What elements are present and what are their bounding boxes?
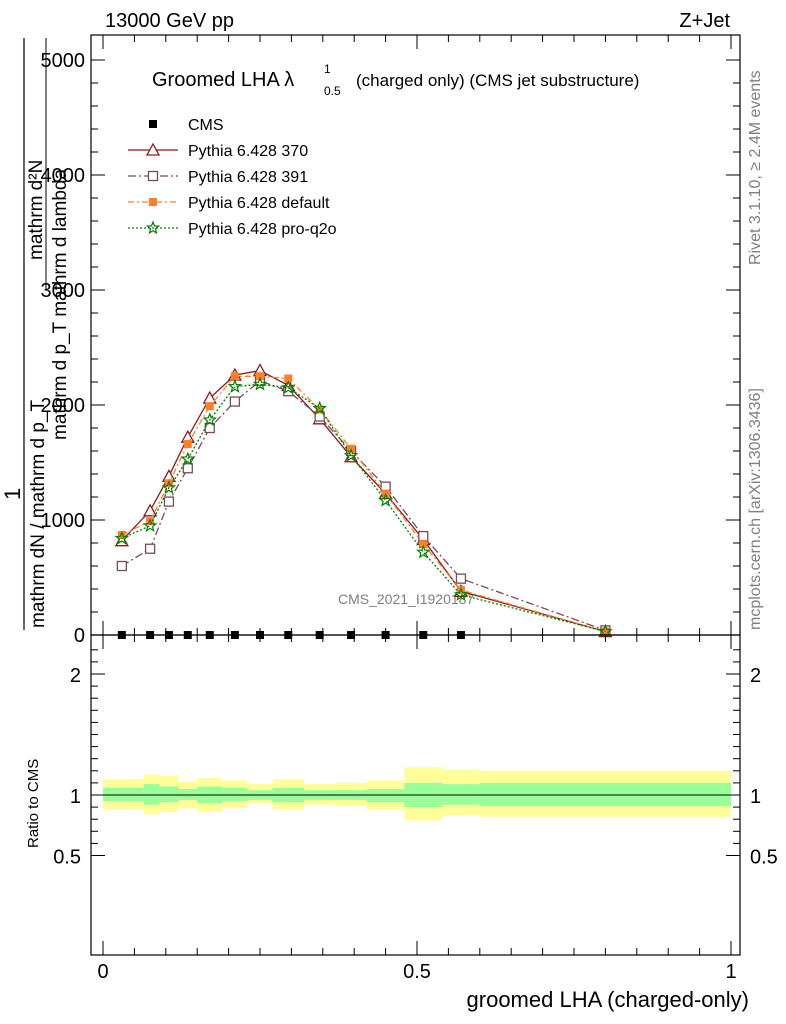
data-point: [312, 400, 327, 415]
data-point: [202, 412, 218, 427]
series-line: [121, 383, 606, 633]
main-axis-ticks: [91, 35, 740, 636]
legend-marker: [147, 170, 159, 182]
data-point: [343, 447, 359, 462]
data-point: [143, 503, 158, 517]
data-point: [256, 372, 264, 381]
ratio-axis-ticks: [91, 635, 740, 955]
main-series-group: [114, 363, 613, 639]
x-tick-label: 1: [725, 961, 736, 983]
mcplots-label: mcplots.cern.ch [arXiv:1306.3436]: [747, 388, 764, 630]
main-y-tick-label: 4000: [41, 165, 86, 187]
data-point: [182, 463, 193, 474]
main-y-tick-label: 1000: [41, 510, 86, 532]
x-tick-labels: 0 0.5 1: [97, 961, 736, 983]
ratio-y-tick-label-right: 1: [750, 786, 761, 808]
ratio-y-tick-label-left: 2: [70, 665, 81, 687]
data-point: [455, 573, 467, 584]
legend-marker: [145, 220, 161, 235]
title-superscript: 1: [324, 62, 331, 76]
data-point: [281, 380, 296, 394]
title-main: Groomed LHA λ: [152, 69, 294, 91]
legend-entry-label: CMS: [188, 117, 224, 134]
data-point: [117, 530, 126, 539]
data-point: [204, 422, 215, 434]
ratio-y-tick-label-right: 0.5: [750, 847, 778, 869]
data-point: [418, 530, 429, 542]
ratio-y-tick-label-left: 1: [70, 786, 81, 808]
main-y-tick-label: 2000: [41, 395, 86, 417]
legend-entry-label: Pythia 6.428 370: [188, 143, 308, 160]
process-label: Z+Jet: [679, 10, 730, 32]
data-point: [230, 372, 239, 381]
ratio-inner-band: [178, 788, 198, 800]
data-point: [378, 492, 393, 507]
main-y-axis-label: 1 mathrm dN / mathrm d p_T mathrm d²N ma…: [0, 38, 71, 630]
ratio-inner-band: [143, 784, 160, 805]
data-point: [419, 540, 428, 549]
data-point: [183, 440, 192, 449]
ratio-inner-band: [366, 788, 405, 803]
data-point: [142, 518, 158, 532]
analysis-watermark: CMS_2021_I1920187: [338, 591, 474, 607]
data-point: [598, 623, 613, 638]
data-point: [416, 544, 431, 559]
legend-marker: [149, 120, 157, 128]
legend-entry-label: Pythia 6.428 default: [188, 195, 330, 212]
ratio-inner-band: [442, 784, 480, 805]
ratio-y-tick-label-left: 0.5: [53, 847, 81, 869]
data-point: [229, 396, 241, 407]
y-label-prefactor-denominator: mathrm dN / mathrm d p_T: [28, 400, 49, 628]
data-point: [114, 530, 130, 545]
data-point: [284, 374, 293, 383]
energy-label: 13000 GeV pp: [105, 10, 234, 32]
ratio-y-tick-label-right: 2: [750, 665, 761, 687]
ratio-uncertainty-bands: [103, 767, 731, 821]
legend-marker: [149, 198, 157, 206]
data-point: [205, 402, 214, 411]
main-y-tick-label: 3000: [41, 280, 86, 302]
ratio-tick-labels: 0.5 0.5 1 1 2 2: [53, 665, 778, 869]
main-y-tick-label: 0: [74, 625, 85, 647]
ratio-inner-band: [479, 782, 731, 806]
main-y-tick-label: 5000: [41, 50, 86, 72]
legend: CMS Pythia 6.428 370 Pythia 6.428 391 Pythi…: [128, 117, 337, 238]
y-label-numerator-one: 1: [0, 488, 25, 500]
y-label-denominator: mathrm d p_T mathrm d lambda: [50, 169, 71, 440]
data-point: [315, 405, 324, 414]
series-line: [121, 375, 606, 633]
y-label-numerator: mathrm d²N: [26, 160, 47, 260]
main-y-tick-labels: 0 1000 2000 3000 4000 5000: [41, 50, 86, 647]
series-4: [114, 376, 613, 638]
rivet-version-label: Rivet 3.1.10, ≥ 2.4M events: [747, 70, 764, 265]
legend-entry-label: Pythia 6.428 pro-q2o: [188, 221, 337, 238]
x-axis-label: groomed LHA (charged-only): [467, 987, 749, 1012]
ratio-inner-band: [103, 787, 144, 802]
data-point: [116, 560, 127, 572]
data-point: [180, 451, 196, 466]
title-subscript: 0.5: [324, 84, 341, 98]
legend-entry-label: Pythia 6.428 391: [188, 169, 308, 186]
data-point: [601, 627, 610, 636]
x-tick-label: 0.5: [403, 961, 431, 983]
ratio-inner-band: [159, 786, 179, 803]
x-tick-label: 0: [97, 961, 108, 983]
data-point: [453, 587, 469, 601]
ratio-y-axis-label: Ratio to CMS: [25, 759, 42, 848]
data-point: [163, 496, 175, 507]
data-point: [144, 543, 156, 554]
data-point: [161, 480, 177, 495]
ratio-inner-band: [222, 787, 248, 802]
legend-marker: [145, 142, 161, 156]
data-point: [252, 376, 268, 391]
title-suffix: (charged only) (CMS jet substructure): [356, 71, 639, 90]
chart-title: Groomed LHA λ 1 0.5 (charged only) (CMS …: [152, 62, 639, 98]
data-point: [227, 378, 243, 393]
